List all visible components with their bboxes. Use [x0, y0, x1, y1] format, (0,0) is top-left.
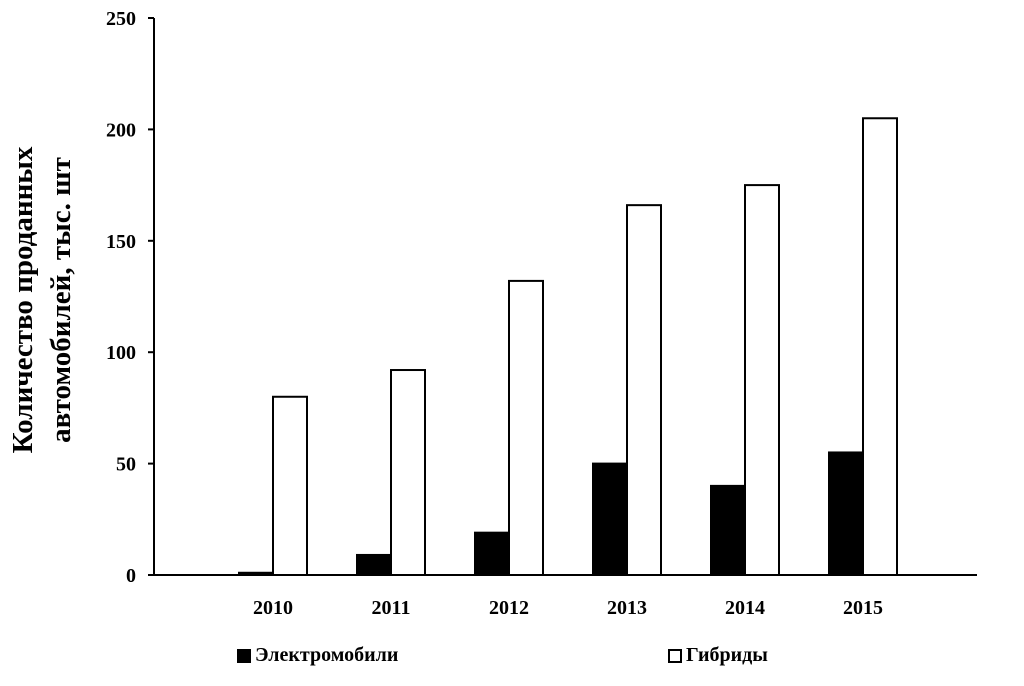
bar-electric-2011 — [356, 553, 392, 576]
bar-hybrid-2010 — [272, 395, 308, 577]
y-tick-label-200: 200 — [106, 119, 136, 141]
legend-label-hybrid: Гибриды — [686, 644, 768, 666]
y-axis-label-line-1: Количество проданных — [7, 146, 39, 453]
bars — [238, 117, 898, 577]
x-tick-label-2014: 2014 — [725, 597, 765, 619]
x-tick-label-2010: 2010 — [253, 597, 293, 619]
legend-item-hybrid: Гибриды — [668, 644, 768, 667]
legend-swatch-electric — [237, 648, 251, 663]
bar-hybrid-2015 — [862, 117, 898, 576]
y-tick-label-50: 50 — [116, 454, 136, 476]
x-tick-label-2012: 2012 — [489, 597, 529, 619]
bar-hybrid-2011 — [390, 369, 426, 576]
axes — [153, 18, 977, 576]
bar-hybrid-2013 — [626, 204, 662, 576]
bar-electric-2013 — [592, 462, 628, 577]
y-tick-label-100: 100 — [106, 342, 136, 364]
legend-swatch-hybrid — [668, 648, 682, 663]
bar-hybrid-2012 — [508, 279, 544, 576]
x-ticks: 2010 2011 2012 2013 2014 2015 — [253, 597, 883, 619]
x-tick-label-2015: 2015 — [843, 597, 883, 619]
x-tick-label-2013: 2013 — [607, 597, 647, 619]
y-tick-label-0: 0 — [126, 565, 136, 587]
bar-electric-2012 — [474, 531, 510, 577]
y-tick-label-250: 250 — [106, 8, 136, 30]
x-tick-label-2011: 2011 — [372, 597, 411, 619]
bar-electric-2015 — [828, 451, 864, 576]
bar-hybrid-2014 — [744, 184, 780, 576]
y-tick-label-150: 150 — [106, 231, 136, 253]
bar-electric-2014 — [710, 484, 746, 577]
y-ticks: 0 50 100 150 200 250 — [106, 8, 154, 587]
y-axis-label: Количество проданных автомобилей, тыс. ш… — [7, 146, 77, 453]
legend-label-electric: Электромобили — [255, 644, 399, 666]
y-axis-label-line-2: автомобилей, тыс. шт — [45, 157, 77, 443]
legend-item-electric: Электромобили — [237, 644, 398, 667]
